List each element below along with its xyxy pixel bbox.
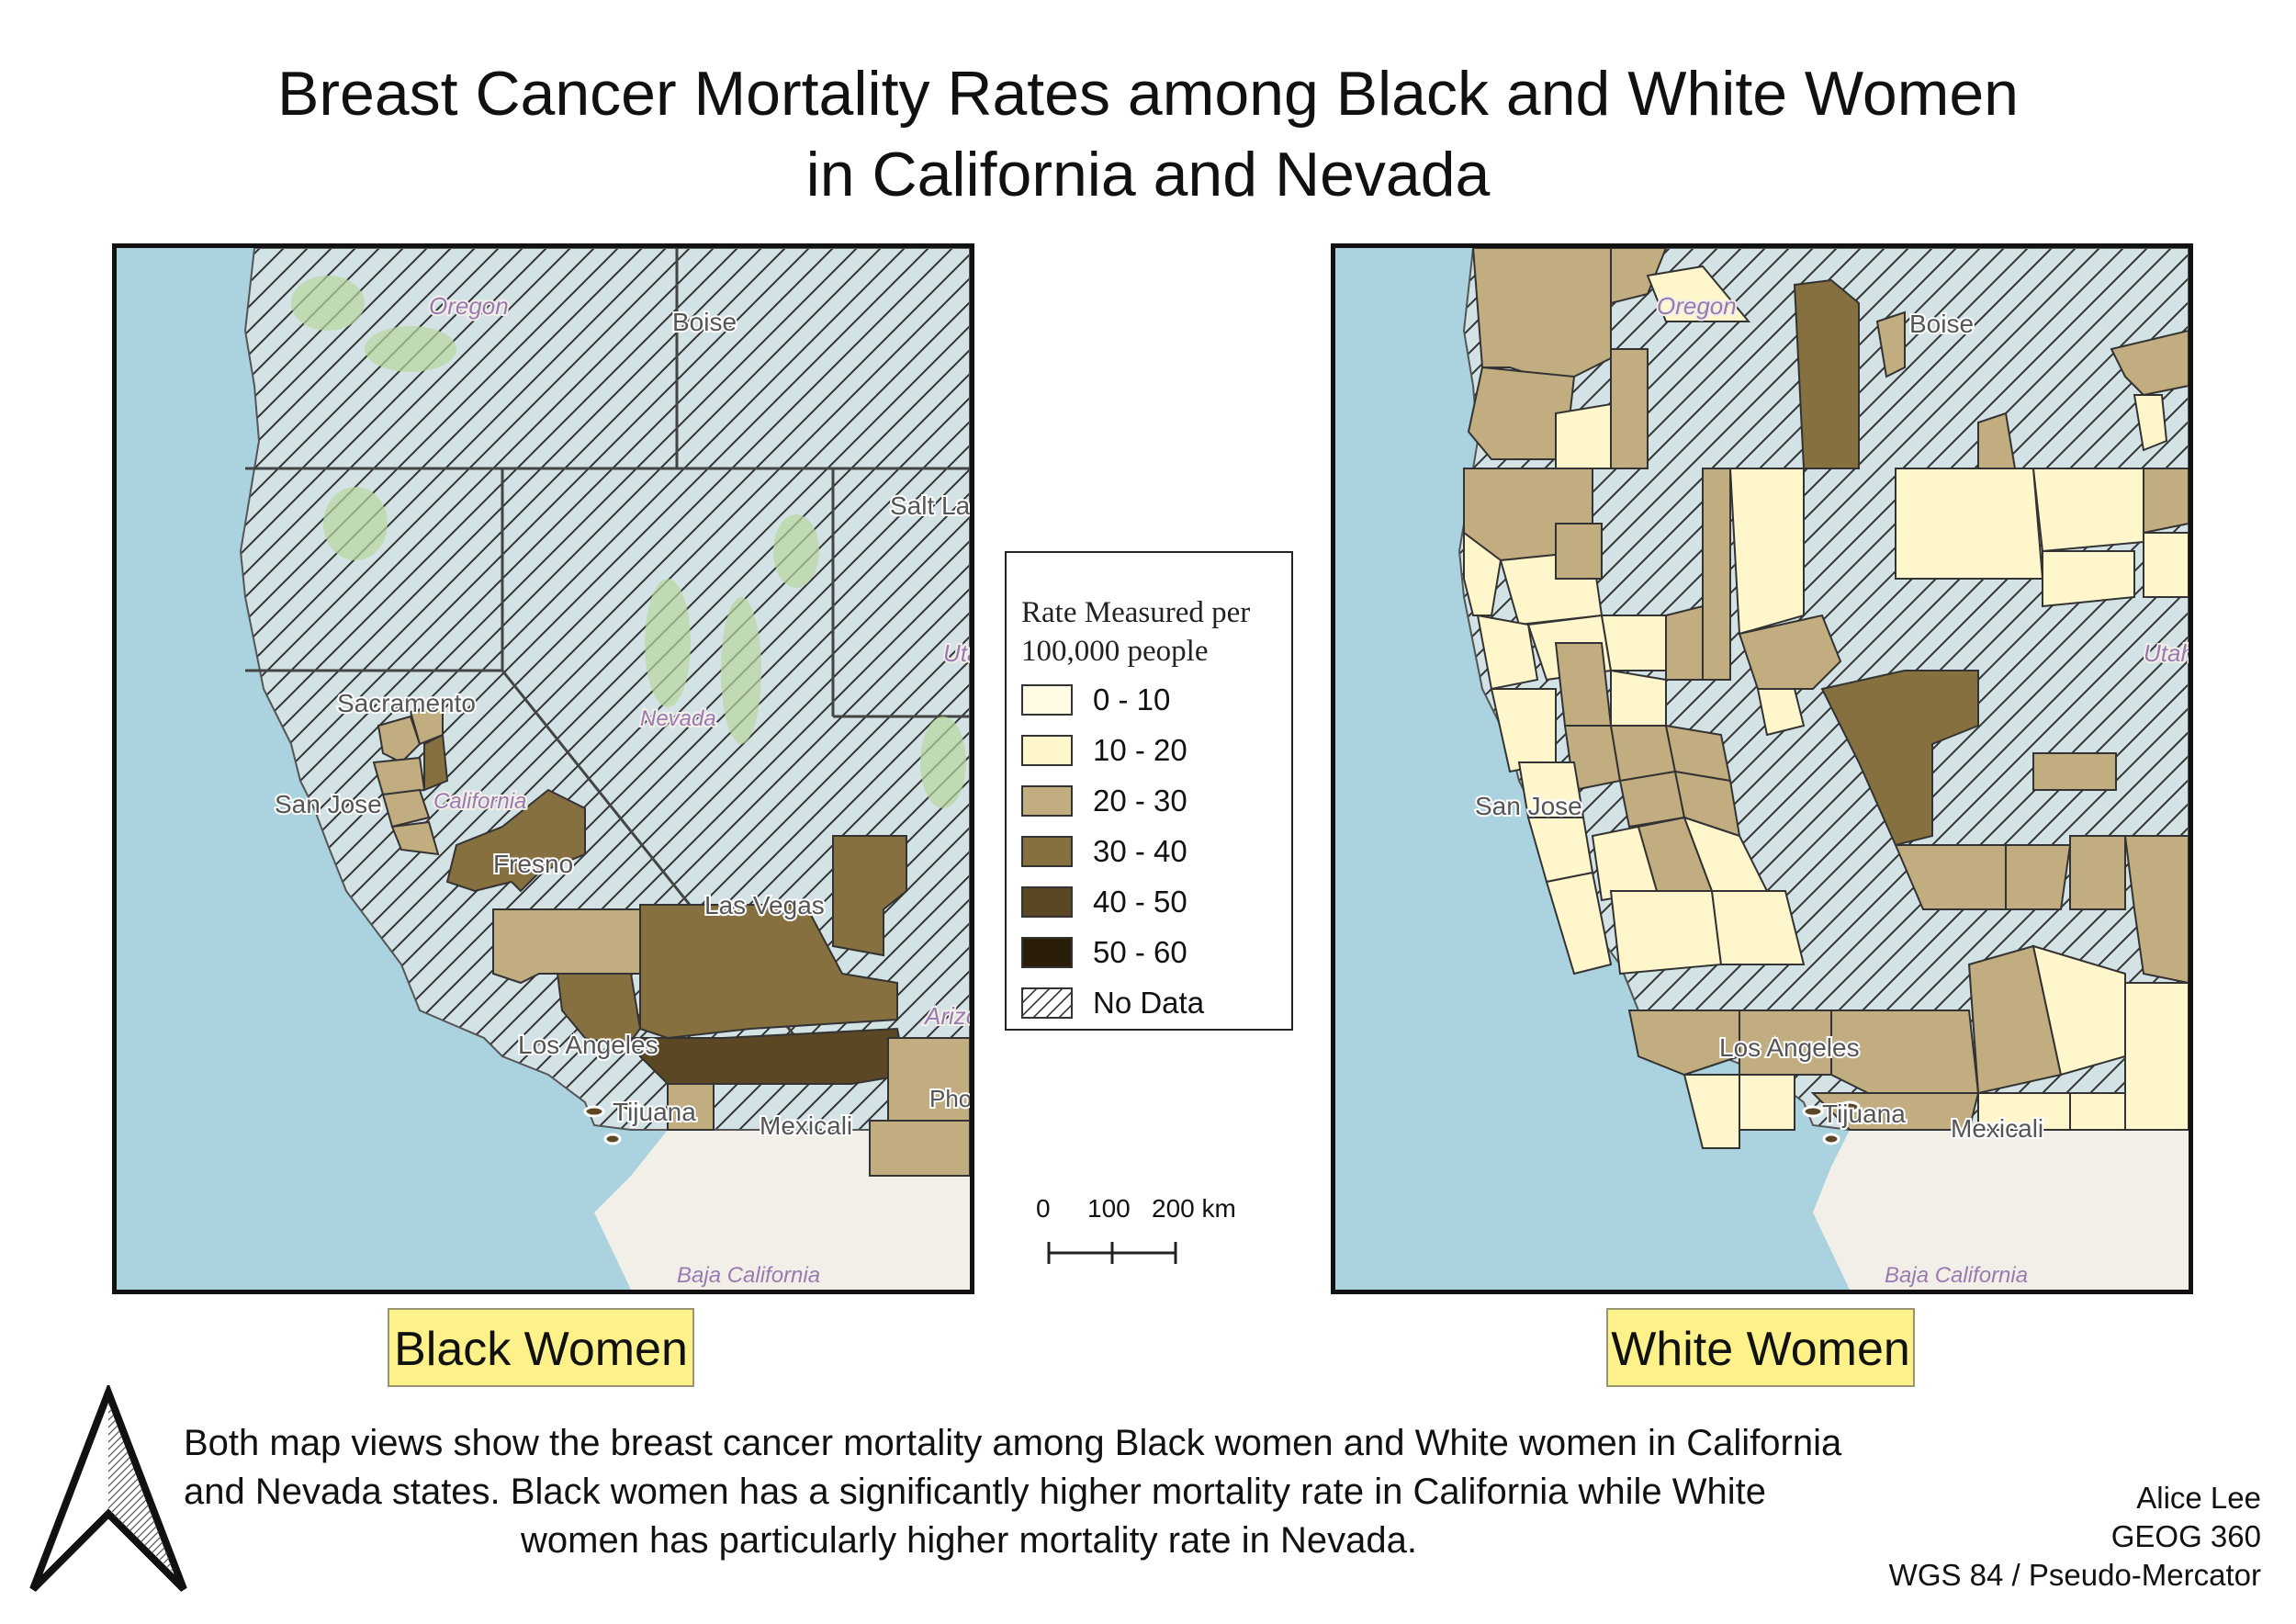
legend-swatch [1021,735,1073,766]
scale-bar-line [1047,1242,1177,1264]
map-title: Breast Cancer Mortality Rates among Blac… [0,53,2296,215]
legend-title: Rate Measured per 100,000 people [1021,593,1288,671]
place-oregon: Oregon [429,292,509,320]
legend-swatch-hatch [1021,987,1073,1019]
place-los-angeles: Los Angeles [518,1031,658,1059]
place-boise: Boise [672,308,737,336]
scale-tick-100: 100 [1087,1194,1131,1223]
islands [583,1100,642,1145]
islands [1802,1100,1861,1145]
legend-swatch [1021,886,1073,918]
white-women-map-canvas: Oregon Boise Utah San Jose Los Angeles T… [1335,248,2189,1290]
white-women-map[interactable]: Oregon Boise Utah San Jose Los Angeles T… [1331,243,2193,1294]
place-phoenix: Phoenix [929,1085,970,1112]
legend-label: 50 - 60 [1093,935,1187,969]
legend-label: 0 - 10 [1093,682,1171,716]
place-oregon: Oregon [1657,292,1737,320]
course-name: GEOG 360 [2110,1519,2261,1553]
place-san-jose: San Jose [275,790,382,818]
green-terrain [291,276,966,808]
map-description: Both map views show the breast cancer mo… [184,1419,1842,1565]
legend: Rate Measured per 100,000 people 0 - 10 … [1005,551,1293,1031]
legend-label: 20 - 30 [1093,784,1187,818]
place-nevada: Nevada [640,706,716,731]
place-san-jose: San Jose [1475,792,1582,820]
black-women-label: Black Women [388,1308,694,1387]
place-utah: Utah [943,639,970,667]
place-mexicali: Mexicali [1951,1114,2043,1143]
scale-tick-0: 0 [1036,1194,1051,1223]
description-line-3: women has particularly higher mortality … [521,1520,1417,1561]
place-utah: Utah [2144,639,2189,667]
county-polygons [1463,248,2189,1149]
legend-swatch [1021,684,1073,716]
state-borders [245,248,970,1085]
place-tijuana: Tijuana [613,1098,696,1126]
place-las-vegas: Las Vegas [704,891,825,919]
place-baja-california: Baja California [677,1263,820,1288]
legend-swatch [1021,785,1073,817]
title-line-2: in California and Nevada [805,140,1491,209]
place-sacramento: Sacramento [337,689,476,717]
legend-swatch [1021,836,1073,867]
author-name: Alice Lee [2136,1481,2261,1515]
white-women-label: White Women [1606,1308,1915,1387]
description-line-2: and Nevada states. Black women has a sig… [184,1472,1767,1512]
place-boise: Boise [1909,310,1974,338]
legend-swatch [1021,937,1073,968]
legend-label: 30 - 40 [1093,834,1187,868]
legend-label: No Data [1093,986,1205,1020]
place-los-angeles: Los Angeles [1719,1033,1860,1062]
legend-label: 40 - 50 [1093,885,1187,919]
legend-title-line-2: 100,000 people [1021,635,1209,668]
credits: Alice Lee GEOG 360 WGS 84 / Pseudo-Merca… [1889,1479,2261,1595]
black-women-map[interactable]: Oregon Boise Salt Lake City Utah Nevada … [112,243,974,1294]
place-california: California [433,789,526,814]
projection-name: WGS 84 / Pseudo-Mercator [1888,1558,2261,1592]
place-baja-california: Baja California [1885,1263,2028,1288]
county-polygons [372,705,970,1177]
place-mexicali: Mexicali [760,1111,852,1140]
place-fresno: Fresno [493,850,573,878]
scale-bar: 0 100 200 km [1036,1194,1275,1268]
land-mexico [1813,1130,2189,1290]
legend-title-line-1: Rate Measured per [1021,596,1251,629]
title-line-1: Breast Cancer Mortality Rates among Blac… [277,59,2019,129]
place-salt-lake-city: Salt Lake City [890,491,970,520]
north-arrow-icon [29,1385,187,1592]
place-tijuana: Tijuana [1822,1100,1906,1128]
scale-tick-200: 200 km [1152,1194,1236,1223]
legend-label: 10 - 20 [1093,733,1187,767]
description-line-1: Both map views show the breast cancer mo… [184,1423,1842,1463]
black-women-map-canvas: Oregon Boise Salt Lake City Utah Nevada … [117,248,970,1290]
place-arizona: Arizona [923,1002,970,1030]
